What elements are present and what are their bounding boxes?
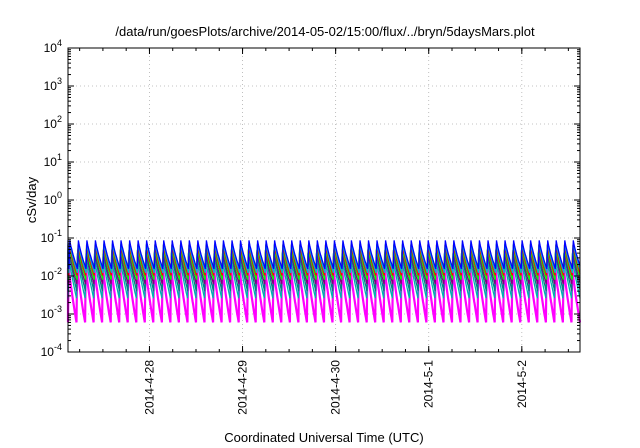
y-tick-label-exponent: 4 (57, 38, 62, 48)
y-tick-label: 10-2 (41, 266, 62, 283)
y-tick-label: 100 (44, 190, 62, 207)
y-tick-label-base: 10 (44, 117, 58, 131)
y-tick-label: 10-1 (41, 228, 62, 245)
y-tick-label-exponent: -1 (54, 228, 62, 238)
series-line (66, 267, 582, 323)
y-tick-label-exponent: 0 (57, 190, 62, 200)
y-tick-label: 101 (44, 152, 62, 169)
y-tick-label-exponent: -2 (54, 266, 62, 276)
series-line (67, 243, 581, 274)
y-tick-label-base: 10 (41, 307, 55, 321)
y-tick-label-base: 10 (41, 345, 55, 359)
x-tick-labels: 2014-4-28 2014-4-29 2014-4-30 2014-5-1 2014-… (142, 360, 528, 415)
y-tick-label-base: 10 (44, 155, 58, 169)
y-tick-label-exponent: -4 (54, 342, 62, 352)
y-tick-label-exponent: 3 (57, 76, 62, 86)
y-tick-label: 102 (44, 114, 62, 131)
x-tick-label: 2014-5-2 (515, 360, 529, 408)
y-tick-label-base: 10 (41, 269, 55, 283)
chart-title: /data/run/goesPlots/archive/2014-05-02/1… (115, 24, 535, 39)
x-tick-label: 2014-5-1 (422, 360, 436, 408)
y-tick-label-base: 10 (41, 231, 55, 245)
y-tick-label-base: 10 (44, 193, 58, 207)
series-line (67, 240, 581, 270)
x-tick-label: 2014-4-28 (142, 360, 156, 415)
y-axis-label: cSv/day (24, 176, 39, 223)
y-tick-label: 103 (44, 76, 62, 93)
series-group (66, 240, 582, 323)
y-tick-label: 10-3 (41, 304, 62, 321)
y-tick-label: 10-4 (41, 342, 62, 359)
plot-frame (67, 47, 581, 353)
x-tick-label: 2014-4-29 (236, 360, 250, 415)
y-tick-label-exponent: 1 (57, 152, 62, 162)
x-axis-label: Coordinated Universal Time (UTC) (224, 430, 423, 445)
y-tick-label-exponent: -3 (54, 304, 62, 314)
y-tick-label: 104 (44, 38, 62, 55)
x-tick-label: 2014-4-30 (329, 360, 343, 415)
y-tick-label-exponent: 2 (57, 114, 62, 124)
y-tick-label-base: 10 (44, 41, 58, 55)
y-tick-label-base: 10 (44, 79, 58, 93)
axis-ticks (68, 47, 580, 353)
